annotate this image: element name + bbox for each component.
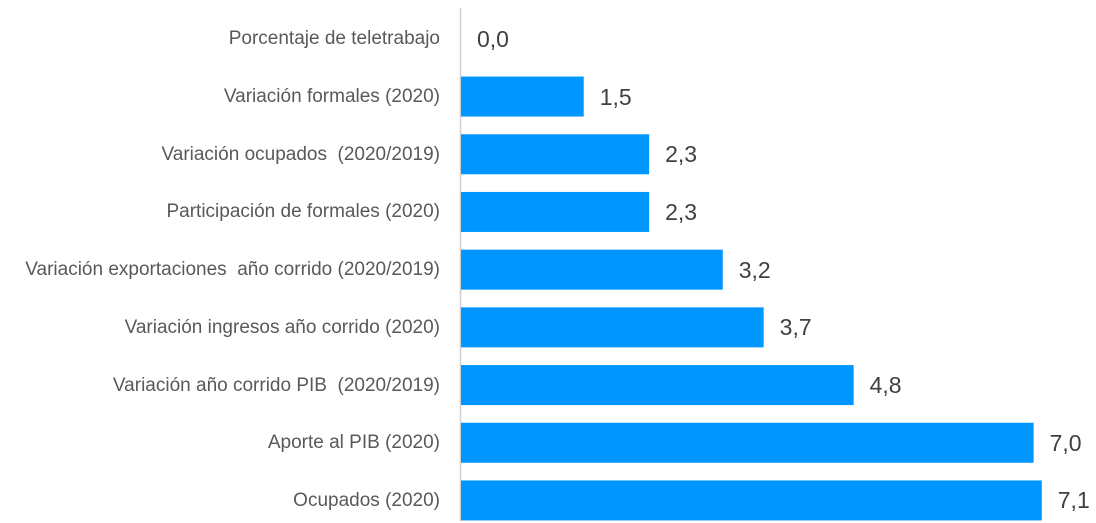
- bar: [461, 422, 1034, 463]
- category-label: Variación año corrido PIB (2020/2019): [112, 374, 440, 396]
- bar: [461, 76, 584, 117]
- bar: [461, 365, 854, 406]
- bar: [461, 480, 1042, 521]
- category-label: Variación ocupados (2020/2019): [161, 143, 440, 165]
- bar: [461, 249, 723, 290]
- value-label: 0,0: [477, 25, 509, 52]
- category-label: Ocupados (2020): [293, 489, 440, 511]
- value-label: 3,7: [779, 314, 812, 341]
- category-label: Variación ingresos año corrido (2020): [124, 316, 440, 338]
- value-label: 7,0: [1049, 429, 1082, 456]
- value-label: 4,8: [869, 372, 902, 399]
- value-label: 2,3: [665, 141, 698, 168]
- category-label: Variación exportaciones año corrido (202…: [25, 259, 440, 281]
- category-label: Participación de formales (2020): [166, 201, 440, 223]
- bar: [461, 307, 764, 348]
- value-label: 1,5: [599, 83, 632, 110]
- value-label: 2,3: [665, 198, 698, 225]
- category-label: Porcentaje de teletrabajo: [228, 28, 440, 50]
- bar: [461, 134, 650, 175]
- category-label: Aporte al PIB (2020): [267, 432, 440, 454]
- value-label: 7,1: [1057, 487, 1090, 514]
- category-label: Variación formales (2020): [223, 86, 440, 108]
- bar: [461, 191, 650, 232]
- value-label: 3,2: [738, 256, 771, 283]
